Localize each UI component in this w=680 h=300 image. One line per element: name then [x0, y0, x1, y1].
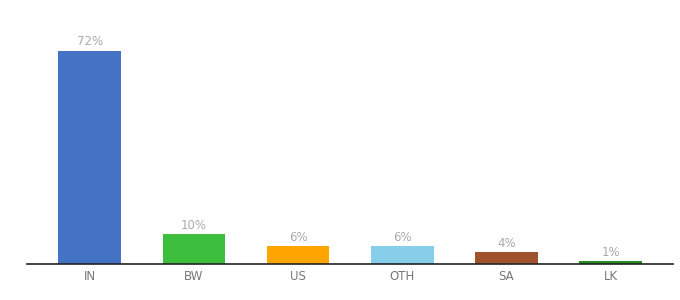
Bar [58, 51, 121, 264]
Text: 6%: 6% [393, 231, 411, 244]
Bar [475, 252, 538, 264]
Bar [579, 261, 642, 264]
Text: 72%: 72% [77, 35, 103, 48]
Text: 1%: 1% [601, 246, 620, 259]
Bar [267, 246, 329, 264]
Bar [163, 234, 225, 264]
Text: 6%: 6% [289, 231, 307, 244]
Text: 10%: 10% [181, 219, 207, 232]
Bar [371, 246, 434, 264]
Text: 4%: 4% [497, 237, 516, 250]
